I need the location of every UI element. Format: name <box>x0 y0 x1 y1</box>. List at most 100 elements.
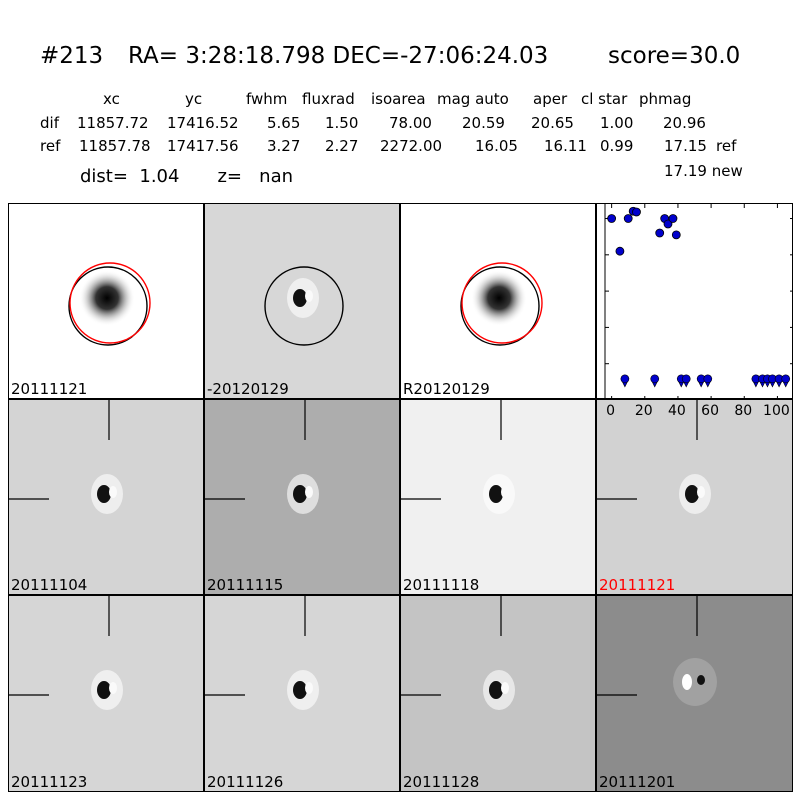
source-core <box>293 485 307 503</box>
dist-value: dist= 1.04 <box>80 166 180 187</box>
stamp-panel[interactable]: 20111121 <box>596 399 793 595</box>
data-point <box>663 219 673 229</box>
source-bright <box>697 486 705 498</box>
stamp-image <box>205 596 399 791</box>
stamp-label: 20111201 <box>599 773 676 791</box>
stamp-panel[interactable]: 20111201 <box>596 595 793 792</box>
source-bright <box>109 486 117 498</box>
stamp-panel[interactable]: R20120129 <box>400 203 596 399</box>
source-bright <box>109 682 117 694</box>
row-value: 16.11 <box>544 137 587 155</box>
lightcurve-chart: 212223242526 <box>596 203 793 399</box>
row-value: 1.00 <box>600 114 634 132</box>
source-bright <box>305 290 313 302</box>
stamp-panel[interactable]: 20111118 <box>400 399 596 595</box>
limit-point <box>681 374 691 384</box>
stamp-image <box>205 204 399 398</box>
stamp-image <box>401 400 595 594</box>
stamp-image <box>401 204 595 398</box>
x-tick-label: 80 <box>734 403 753 419</box>
stamp-panel[interactable]: 20111115 <box>204 399 400 595</box>
stamp-panel[interactable]: 20111104 <box>8 399 204 595</box>
data-point <box>623 214 633 223</box>
stamp-image <box>9 400 203 594</box>
candidate-id: #213 <box>40 43 104 69</box>
limit-point <box>650 374 660 384</box>
stamp-image <box>9 204 203 398</box>
row-suffix: ref <box>716 137 737 155</box>
lightcurve-plot: 212223242526 <box>604 204 792 398</box>
stamp-panel[interactable]: 20111123 <box>8 595 204 792</box>
source-core <box>685 485 699 503</box>
source-bright <box>501 682 509 694</box>
stamp-label: 20111128 <box>403 773 480 791</box>
row-value: 20.96 <box>663 114 706 132</box>
x-tick-label: 60 <box>701 403 720 419</box>
source-core <box>97 681 111 699</box>
row-value: 78.00 <box>389 114 432 132</box>
x-tick-label: 20 <box>634 403 653 419</box>
ra-dec: RA= 3:28:18.798 DEC=-27:06:24.03 <box>128 43 549 69</box>
x-tick-label: 0 <box>606 403 616 419</box>
col-fluxrad: fluxrad <box>302 90 355 108</box>
source-blob <box>79 270 135 326</box>
row-value: 5.65 <box>267 114 301 132</box>
dist-line: dist= 1.04 z= nan <box>80 165 293 189</box>
limit-point <box>781 374 791 384</box>
page-title: #213 RA= 3:28:18.798 DEC=-27:06:24.03 scor… <box>40 40 740 72</box>
stamp-label: 20111121 <box>11 380 88 398</box>
stamp-panel[interactable]: 20111128 <box>400 595 596 792</box>
stamp-panel[interactable]: 20111126 <box>204 595 400 792</box>
stamp-label: 20111123 <box>11 773 88 791</box>
row-value: 16.05 <box>475 137 518 155</box>
aperture-circle-red <box>461 262 543 344</box>
stamp-image <box>597 596 792 791</box>
stamp-image <box>205 400 399 594</box>
col-cl-star: cl star <box>581 90 628 108</box>
row-value: 1.50 <box>325 114 359 132</box>
data-point <box>607 214 617 223</box>
stamp-panel[interactable]: -20120129 <box>204 203 400 399</box>
col-isoarea: isoarea <box>371 90 426 108</box>
stamp-label: 20111115 <box>207 576 284 594</box>
row-value: 2.27 <box>325 137 359 155</box>
aperture-circle-black <box>264 266 344 346</box>
data-point <box>615 246 625 256</box>
source-halo <box>673 658 717 706</box>
col-yc: yc <box>185 90 203 108</box>
stamp-panel[interactable]: 20111121 <box>8 203 204 399</box>
row-value: 0.99 <box>600 137 634 155</box>
z-value: z= nan <box>217 166 294 187</box>
stamp-grid: 20111121 -20120129 R20120129 21222324252… <box>8 203 793 792</box>
source-core <box>97 485 111 503</box>
data-point <box>668 214 678 223</box>
aperture-circle-red <box>69 262 151 344</box>
source-core <box>697 675 705 685</box>
row-value: 17416.52 <box>167 114 239 132</box>
row-value: 2272.00 <box>380 137 443 155</box>
source-core <box>293 289 307 307</box>
source-bright <box>305 486 313 498</box>
stamp-image <box>597 400 792 594</box>
source-bright <box>501 486 509 498</box>
row-value: 3.27 <box>267 137 301 155</box>
data-point <box>655 228 665 238</box>
stamp-image <box>401 596 595 791</box>
col-fwhm: fwhm <box>246 90 288 108</box>
stamp-label: 20111104 <box>11 576 88 594</box>
row-value: 17417.56 <box>167 137 239 155</box>
stamp-label: 20111126 <box>207 773 284 791</box>
score: score=30.0 <box>608 43 741 69</box>
data-point <box>671 230 681 240</box>
source-core <box>293 681 307 699</box>
row-value: 20.65 <box>531 114 574 132</box>
stamp-label: R20120129 <box>403 380 490 398</box>
data-point <box>632 207 641 217</box>
source-core <box>489 681 503 699</box>
limit-point <box>620 374 630 384</box>
table-row: ref 11857.78 17417.56 3.27 2.27 2272.00 … <box>0 136 800 156</box>
source-core <box>489 485 503 503</box>
row-value: 11857.78 <box>79 137 151 155</box>
source-bright <box>682 674 692 690</box>
row-value: 11857.72 <box>77 114 149 132</box>
